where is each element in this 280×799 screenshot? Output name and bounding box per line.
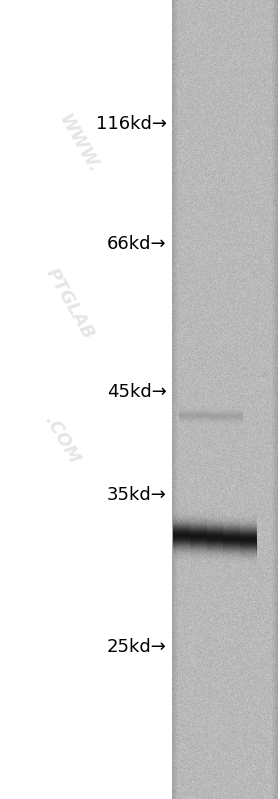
Text: 66kd→: 66kd→ (107, 235, 167, 252)
Text: 25kd→: 25kd→ (107, 638, 167, 656)
Text: PTGLAB: PTGLAB (42, 264, 98, 343)
Text: 35kd→: 35kd→ (107, 487, 167, 504)
Text: 45kd→: 45kd→ (107, 383, 167, 400)
Text: WWW.: WWW. (54, 111, 102, 177)
Text: .COM: .COM (41, 412, 83, 467)
Text: 116kd→: 116kd→ (95, 115, 167, 133)
